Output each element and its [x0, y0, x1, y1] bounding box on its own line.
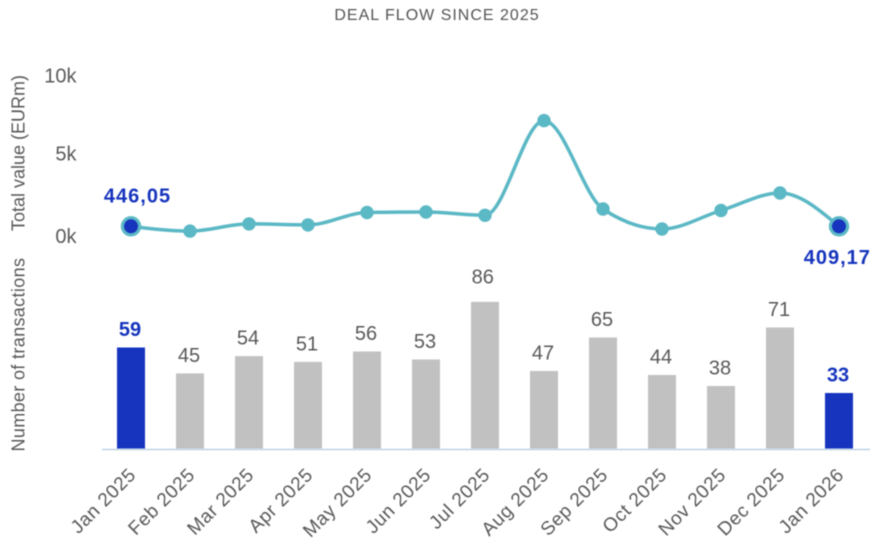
svg-text:DEAL FLOW SINCE 2025: DEAL FLOW SINCE 2025 — [334, 7, 539, 24]
svg-text:45: 45 — [178, 345, 200, 367]
svg-text:Total value (EURm): Total value (EURm) — [9, 75, 29, 231]
svg-text:53: 53 — [414, 331, 436, 353]
svg-text:56: 56 — [355, 323, 377, 345]
svg-text:71: 71 — [768, 299, 790, 321]
svg-text:38: 38 — [709, 358, 731, 380]
svg-text:10k: 10k — [44, 65, 77, 87]
svg-text:59: 59 — [119, 319, 141, 341]
svg-text:Number of transactions: Number of transactions — [9, 258, 29, 452]
svg-text:0k: 0k — [55, 226, 77, 248]
svg-text:33: 33 — [827, 365, 849, 387]
svg-text:54: 54 — [237, 328, 259, 350]
svg-text:446,05: 446,05 — [104, 186, 171, 208]
svg-text:44: 44 — [650, 347, 672, 369]
svg-text:65: 65 — [591, 309, 613, 331]
svg-text:47: 47 — [532, 343, 554, 365]
svg-text:86: 86 — [472, 267, 494, 289]
svg-text:409,17: 409,17 — [804, 247, 871, 269]
svg-text:5k: 5k — [55, 144, 77, 166]
svg-text:51: 51 — [296, 333, 318, 355]
